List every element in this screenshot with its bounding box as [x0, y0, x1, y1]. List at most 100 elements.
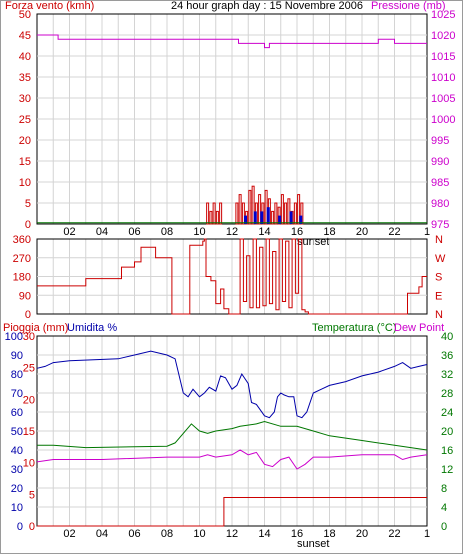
pressure-ytick: 1010 — [431, 72, 455, 84]
wind-panel-xtick: 1 — [424, 226, 430, 238]
humidity-ytick: 60 — [11, 407, 23, 419]
direction-ytick: 90 — [19, 290, 31, 302]
pressure-line — [37, 34, 427, 49]
wind-panel-xtick: 20 — [356, 226, 368, 238]
temperature-ytick: 16 — [441, 445, 453, 457]
wind-ytick: 10 — [19, 177, 31, 189]
wind-speed-bar — [258, 194, 262, 225]
pressure-ytick: 975 — [431, 219, 449, 231]
compass-tick: S — [435, 272, 442, 284]
pressure-ytick: 985 — [431, 177, 449, 189]
thermo-panel-xtick: 08 — [161, 528, 173, 540]
wind-panel-xtick: 18 — [323, 226, 335, 238]
wind-speed-bar — [238, 194, 242, 225]
humidity-line — [36, 350, 428, 419]
humidity-axis-title: Umidita % — [67, 322, 118, 334]
wind-ytick: 40 — [19, 51, 31, 63]
wind-panel-xtick: 02 — [63, 226, 75, 238]
wind-ytick: 5 — [25, 198, 31, 210]
wind-panel-xtick: 04 — [96, 226, 108, 238]
rain-line — [37, 497, 427, 527]
pressure-ytick: 1020 — [431, 30, 455, 42]
wind-speed-bar — [215, 210, 219, 225]
humidity-ytick: 80 — [11, 369, 23, 381]
humidity-ytick: 40 — [11, 445, 23, 457]
humidity-ytick: 0 — [17, 521, 23, 533]
humidity-ytick: 70 — [11, 388, 23, 400]
wind-gust-bar — [253, 211, 257, 224]
rain-ytick: 25 — [23, 363, 35, 375]
direction-ytick: 270 — [13, 253, 31, 265]
wind-gust-bar — [299, 215, 303, 224]
wind-panel-xtick: 10 — [193, 226, 205, 238]
humidity-ytick: 20 — [11, 483, 23, 495]
wind-speed-bar — [280, 194, 284, 225]
rain-axis-title: Pioggia (mm) — [3, 322, 69, 334]
wind-speed-bar — [235, 202, 239, 225]
wind-panel-xtick: 14 — [258, 226, 270, 238]
compass-tick: N — [435, 234, 443, 246]
wind-ytick: 35 — [19, 72, 31, 84]
wind-gust-bar — [244, 215, 247, 224]
dewpoint-line — [36, 449, 428, 470]
wind-ytick: 50 — [19, 9, 31, 21]
wind-panel-xtick: 22 — [388, 226, 400, 238]
wind-gust-bar — [289, 211, 293, 224]
rain-ytick: 10 — [23, 458, 35, 470]
wind-speed-bar — [293, 202, 297, 225]
wind-speed-bar — [219, 202, 223, 225]
temperature-ytick: 0 — [441, 521, 447, 533]
humidity-ytick: 30 — [11, 464, 23, 476]
thermo-panel-xtick: 02 — [63, 528, 75, 540]
temperature-ytick: 8 — [441, 483, 447, 495]
wind-speed-bar — [209, 210, 213, 225]
temperature-ytick: 12 — [441, 464, 453, 476]
pressure-ytick: 995 — [431, 135, 449, 147]
thermo-panel-xtick: 06 — [128, 528, 140, 540]
direction-ytick: 360 — [13, 234, 31, 246]
temperature-ytick: 40 — [441, 331, 453, 343]
compass-tick: N — [435, 309, 443, 321]
thermo-panel-sunset-label: sunset — [297, 538, 329, 550]
humidity-ytick: 90 — [11, 350, 23, 362]
wind-gust-bar — [266, 207, 270, 224]
wind-speed-bar — [297, 194, 301, 225]
thermo-panel-xtick: 10 — [193, 528, 205, 540]
wind-panel-xtick: 12 — [226, 226, 238, 238]
wind-speed-bar — [251, 185, 255, 225]
thermo-panel-xtick: 1 — [424, 528, 430, 540]
temperature-ytick: 24 — [441, 407, 453, 419]
pressure-ytick: 1025 — [431, 9, 455, 21]
rain-ytick: 0 — [29, 521, 35, 533]
temperature-axis-title: Temperatura (°C) — [312, 322, 397, 334]
temperature-line — [37, 420, 428, 451]
wind-speed-axis-title: Forza vento (kmh) — [5, 0, 95, 12]
temperature-ytick: 28 — [441, 388, 453, 400]
thermo-panel-xtick: 04 — [96, 528, 108, 540]
wind-speed-bar — [271, 210, 275, 225]
wind-ytick: 45 — [19, 30, 31, 42]
pressure-ytick: 1005 — [431, 93, 455, 105]
wind-speed-bar — [284, 202, 288, 225]
wind-gust-bar — [260, 211, 264, 224]
temperature-ytick: 4 — [441, 502, 447, 514]
wind-speed-bar — [206, 202, 210, 225]
thermo-panel-xtick: 12 — [226, 528, 238, 540]
wind-speed-bar — [241, 202, 245, 225]
thermo-panel-xtick: 14 — [258, 528, 270, 540]
humidity-ytick: 100 — [5, 331, 23, 343]
rain-ytick: 30 — [23, 331, 35, 343]
wind-gust-bar — [278, 215, 282, 224]
wind-ytick: 20 — [19, 135, 31, 147]
thermo-panel-xtick: 18 — [323, 528, 335, 540]
direction-ytick: 0 — [25, 309, 31, 321]
wind-ytick: 25 — [19, 114, 31, 126]
chart-title: 24 hour graph day : 15 Novembre 2006 — [171, 0, 364, 12]
pressure-ytick: 1000 — [431, 114, 455, 126]
pressure-ytick: 1015 — [431, 51, 455, 63]
wind-speed-bar — [212, 202, 216, 225]
thermo-panel-xtick: 22 — [388, 528, 400, 540]
compass-tick: E — [435, 290, 442, 302]
thermo-panel-xtick: 20 — [356, 528, 368, 540]
